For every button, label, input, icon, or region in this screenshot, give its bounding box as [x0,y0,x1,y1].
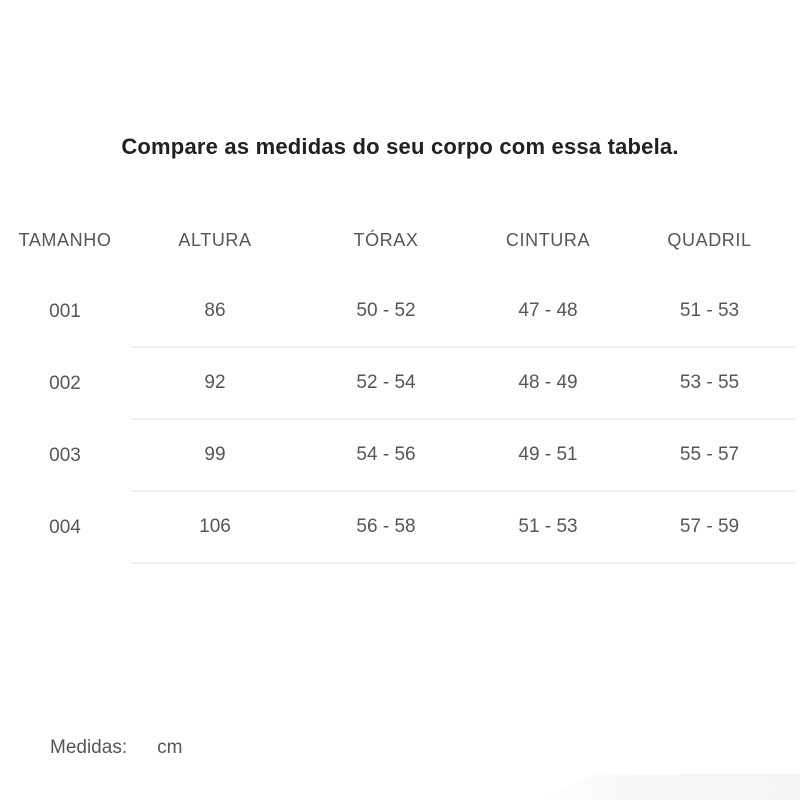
table-row: 004 106 56 - 58 51 - 53 57 - 59 [0,492,795,564]
cell-quadril: 53 - 55 [624,348,795,420]
cell-torax: 50 - 52 [300,276,472,348]
column-header-altura: ALTURA [178,229,252,250]
cell-quadril: 57 - 59 [624,492,795,564]
measurement-unit-note: Medidas: cm [50,737,182,759]
column-header-quadril: QUADRIL [667,229,752,250]
cell-cintura: 51 - 53 [472,492,624,564]
cell-cintura: 49 - 51 [472,420,624,492]
measurement-label: Medidas: [50,737,128,758]
cell-torax: 52 - 54 [300,348,472,420]
cell-altura: 99 [130,420,300,492]
table-row: 002 92 52 - 54 48 - 49 53 - 55 [0,348,795,420]
cell-torax: 56 - 58 [300,492,472,564]
cell-size: 003 [49,445,81,466]
column-header-cintura: CINTURA [505,229,591,250]
page-title: Compare as medidas do seu corpo com essa… [121,134,679,159]
cell-altura: 106 [130,492,300,564]
cell-cintura: 48 - 49 [472,348,624,420]
column-header-tamanho: TAMANHO [18,229,112,250]
cell-size: 002 [49,373,81,394]
cell-quadril: 55 - 57 [624,420,795,492]
cell-altura: 86 [130,276,300,348]
cell-size: 001 [49,301,81,322]
next-section-edge-decoration [540,774,800,800]
cell-size: 004 [49,517,81,538]
table-header-row: TAMANHO ALTURA TÓRAX CINTURA QUADRIL [0,204,795,276]
measurement-unit: cm [157,737,183,758]
size-table: TAMANHO ALTURA TÓRAX CINTURA QUADRIL 001… [0,204,795,564]
table-row: 001 86 50 - 52 47 - 48 51 - 53 [0,276,795,348]
cell-torax: 54 - 56 [300,420,472,492]
cell-altura: 92 [130,348,300,420]
column-header-torax: TÓRAX [353,229,419,250]
cell-cintura: 47 - 48 [472,276,624,348]
table-row: 003 99 54 - 56 49 - 51 55 - 57 [0,420,795,492]
cell-quadril: 51 - 53 [624,276,795,348]
